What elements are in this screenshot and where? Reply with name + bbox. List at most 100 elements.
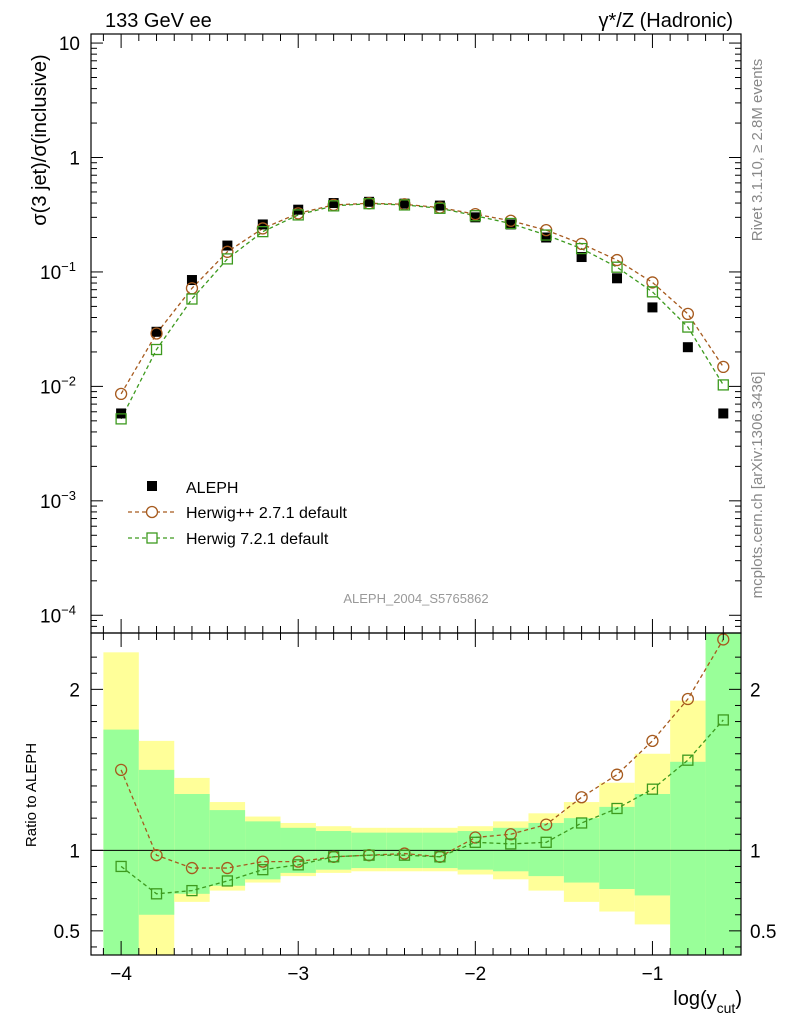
- ratio-line: [120, 719, 724, 895]
- ratio-y-tick-label-right: 0.5: [750, 922, 776, 943]
- ratio-y-tick-label: 1: [69, 841, 80, 862]
- legend-herwigpp-marker: [145, 505, 159, 519]
- y-tick-label: 10−2: [40, 373, 76, 398]
- ratio-point-herwig7: [221, 875, 234, 887]
- data-point-herwig7: [717, 379, 729, 391]
- ratio-point-herwigpp: [221, 861, 234, 875]
- data-point-aleph: [364, 196, 375, 207]
- data-point-herwigpp: [114, 387, 128, 401]
- ratio-y-tick-label: 2: [69, 680, 80, 701]
- data-point-herwig7: [646, 286, 659, 298]
- ratio-frame: [90, 632, 742, 956]
- ratio-point-herwigpp: [610, 768, 624, 781]
- band-inner-bin: [174, 794, 210, 894]
- ratio-point-herwigpp: [646, 734, 659, 748]
- header-left: 133 GeV ee: [105, 10, 212, 32]
- ratio-uncertainty-bands: [103, 633, 741, 955]
- data-point-aleph: [470, 212, 481, 223]
- header-right: γ*/Z (Hadronic): [599, 10, 733, 32]
- band-inner-bin: [103, 729, 139, 955]
- legend-aleph-label: ALEPH: [186, 480, 238, 497]
- band-inner-bin: [138, 769, 175, 915]
- y-tick-label: 10: [59, 34, 80, 55]
- data-point-aleph: [612, 273, 623, 284]
- ratio-point-herwigpp: [150, 849, 163, 862]
- data-point-herwig7: [327, 200, 340, 212]
- x-tick-label: −4: [110, 964, 132, 985]
- series-line: [120, 202, 724, 395]
- x-tick-label: −3: [287, 964, 309, 985]
- ratio-point-herwig7: [327, 851, 340, 863]
- legend-herwig7-label: Herwig 7.2.1 default: [186, 531, 329, 548]
- band-inner-bin: [670, 761, 706, 955]
- x-tick-label: −1: [642, 964, 664, 985]
- data-point-herwig7: [186, 293, 198, 305]
- data-point-herwigpp: [150, 327, 163, 340]
- series-line: [120, 203, 724, 420]
- band-inner-bin: [599, 806, 635, 889]
- data-point-aleph: [399, 198, 410, 209]
- main-ylabel: σ(3 jet)/σ(inclusive): [29, 54, 51, 225]
- band-inner-bin: [209, 810, 246, 886]
- ratio-point-herwig7: [682, 754, 694, 766]
- mcplots-label: mcplots.cern.ch [arXiv:1306.3436]: [749, 372, 766, 599]
- ratio-point-herwigpp: [540, 818, 553, 831]
- data-point-herwigpp: [717, 360, 730, 374]
- ratio-point-herwig7: [434, 851, 446, 863]
- ratio-point-herwigpp: [681, 692, 695, 706]
- legend-herwigpp-label: Herwig++ 2.7.1 default: [186, 505, 348, 522]
- main-series: [114, 196, 730, 425]
- data-point-aleph: [151, 326, 162, 337]
- y-tick-label: 1: [69, 149, 80, 170]
- ratio-point-herwig7: [505, 838, 517, 850]
- x-tick-label: −2: [464, 964, 486, 985]
- data-point-aleph: [541, 232, 552, 243]
- ratio-point-herwig7: [646, 783, 659, 795]
- data-point-aleph: [576, 252, 587, 263]
- ratio-point-herwig7: [575, 817, 588, 829]
- data-point-herwig7: [292, 209, 304, 221]
- ratio-point-herwig7: [363, 849, 375, 861]
- ratio-point-herwigpp: [256, 855, 269, 868]
- data-point-herwig7: [221, 253, 234, 265]
- data-point-aleph: [328, 198, 339, 209]
- data-point-aleph: [505, 219, 516, 230]
- band-inner-bin: [705, 633, 741, 955]
- ratio-y-tick-label-right: 1: [750, 841, 761, 862]
- ratio-point-herwig7: [611, 802, 623, 815]
- data-point-herwig7: [150, 343, 163, 356]
- data-point-herwig7: [575, 242, 588, 255]
- data-point-aleph: [682, 342, 693, 353]
- y-tick-label: 10−3: [40, 488, 76, 513]
- data-point-herwig7: [398, 199, 411, 211]
- legend: ALEPH Herwig++ 2.7.1 default Herwig 7.2.…: [128, 480, 348, 548]
- data-point-aleph: [222, 240, 233, 251]
- data-point-herwig7: [363, 198, 375, 210]
- ratio-ylabel: Ratio to ALEPH: [23, 743, 40, 847]
- band-inner-bin: [528, 822, 564, 877]
- data-point-herwig7: [540, 229, 552, 241]
- y-tick-label: 10−4: [40, 602, 76, 627]
- ratio-point-herwig7: [186, 884, 198, 897]
- legend-aleph-marker: [147, 481, 157, 491]
- axes: 10 1 10−1 10−2 10−3 10−4 −4 −3 −2 −1 0.5 0.5 1 1 2 2: [40, 33, 776, 985]
- watermark: ALEPH_2004_S5765862: [343, 591, 488, 606]
- data-point-herwig7: [682, 321, 694, 333]
- data-point-aleph: [647, 302, 658, 313]
- data-point-aleph: [257, 219, 268, 230]
- ratio-point-herwigpp: [504, 828, 517, 841]
- data-point-herwigpp: [610, 253, 624, 267]
- data-point-aleph: [718, 408, 729, 419]
- x-axis-label: log(ycut): [673, 988, 742, 1016]
- ratio-point-herwig7: [398, 849, 411, 861]
- data-point-herwigpp: [646, 276, 659, 289]
- y-tick-label: 10−1: [40, 259, 76, 284]
- ratio-point-herwig7: [469, 836, 481, 848]
- ratio-point-herwigpp: [114, 763, 128, 776]
- ratio-point-herwig7: [540, 836, 552, 848]
- band-inner-bin: [634, 794, 671, 896]
- ratio-point-herwigpp: [575, 791, 588, 804]
- data-point-herwig7: [434, 202, 446, 214]
- data-point-herwig7: [257, 225, 269, 238]
